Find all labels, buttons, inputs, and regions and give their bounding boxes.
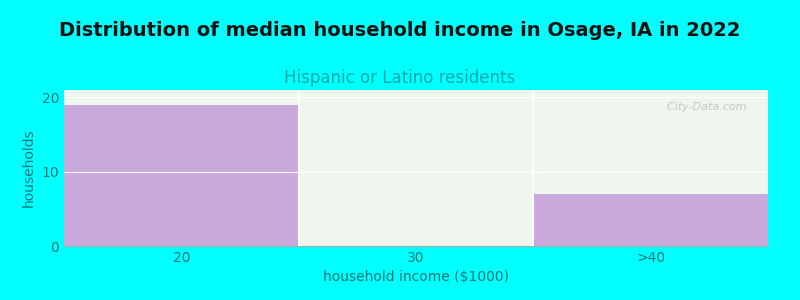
Bar — [534, 194, 768, 246]
Text: Hispanic or Latino residents: Hispanic or Latino residents — [284, 69, 516, 87]
Text: Distribution of median household income in Osage, IA in 2022: Distribution of median household income … — [59, 21, 741, 40]
Y-axis label: households: households — [22, 129, 36, 207]
Bar — [64, 105, 298, 246]
Text: City-Data.com: City-Data.com — [660, 103, 747, 112]
X-axis label: household income ($1000): household income ($1000) — [323, 270, 509, 284]
